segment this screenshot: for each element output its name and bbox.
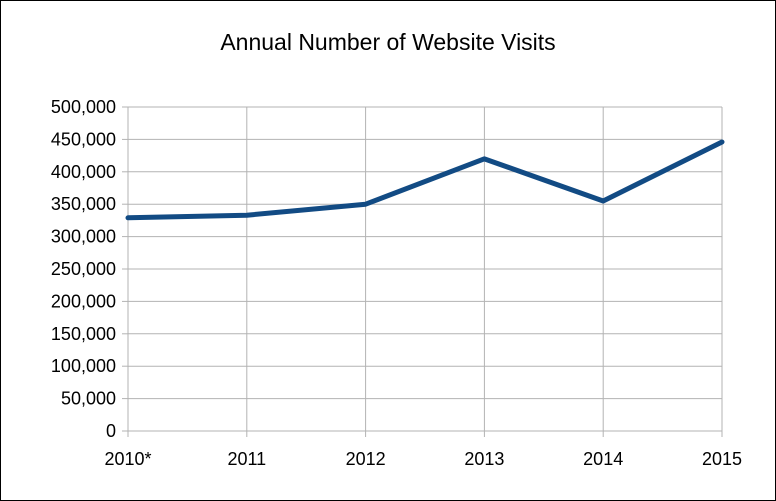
y-tick-label: 300,000 bbox=[51, 227, 116, 247]
x-tick-label: 2013 bbox=[464, 449, 504, 469]
y-tick-label: 200,000 bbox=[51, 291, 116, 311]
x-tick-label: 2010* bbox=[104, 449, 151, 469]
series-line bbox=[125, 139, 725, 221]
y-tick-label: 500,000 bbox=[51, 97, 116, 117]
y-tick-label: 400,000 bbox=[51, 162, 116, 182]
x-tick-label: 2012 bbox=[346, 449, 386, 469]
y-tick-label: 350,000 bbox=[51, 194, 116, 214]
y-tick-label: 250,000 bbox=[51, 259, 116, 279]
chart-title: Annual Number of Website Visits bbox=[220, 29, 556, 55]
x-tick-label: 2014 bbox=[583, 449, 623, 469]
y-tick-label: 450,000 bbox=[51, 129, 116, 149]
x-tick-label: 2015 bbox=[702, 449, 742, 469]
y-tick-label: 150,000 bbox=[51, 324, 116, 344]
y-tick-label: 0 bbox=[106, 421, 116, 441]
y-tick-label: 100,000 bbox=[51, 356, 116, 376]
y-tick-label: 50,000 bbox=[61, 389, 116, 409]
x-tick-label: 2011 bbox=[227, 449, 266, 469]
